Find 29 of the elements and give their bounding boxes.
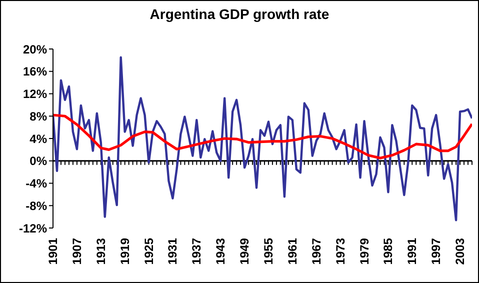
x-tick-label: 1937 [190,238,204,265]
x-tick-label: 1955 [261,238,276,265]
x-tick-label: 1979 [357,238,372,265]
y-tick-label: -12% [18,221,48,236]
x-tick-label: 1985 [381,238,396,265]
x-tick-label: 1931 [166,238,180,265]
y-tick-label: 12% [22,87,48,102]
y-tick-label: -8% [26,198,48,213]
x-tick-label: 1997 [429,238,444,265]
x-tick-label: 1973 [333,238,348,265]
x-tick-label: 1925 [142,238,156,265]
x-tick-label: 1943 [214,238,228,265]
x-tick-label: 1961 [285,238,300,265]
x-tick-label: 1907 [70,238,84,265]
x-tick-label: 1949 [238,238,252,265]
x-tick-label: 2003 [453,238,468,265]
x-tick-label: 1991 [405,238,420,265]
line-series [53,114,472,160]
x-tick-label: 1901 [46,238,60,265]
y-tick-label: 20% [22,42,48,56]
y-tick-label: 0% [30,154,48,168]
x-tick-label: 1919 [118,238,132,265]
y-tick-label: -4% [26,176,48,191]
x-tick-label: 1913 [94,238,108,265]
y-tick-label: 4% [30,132,48,146]
y-tick-label: 16% [22,64,48,79]
chart-title: Argentina GDP growth rate [148,6,330,22]
x-tick-label: 1967 [309,238,324,265]
y-tick-label: 8% [30,109,48,124]
